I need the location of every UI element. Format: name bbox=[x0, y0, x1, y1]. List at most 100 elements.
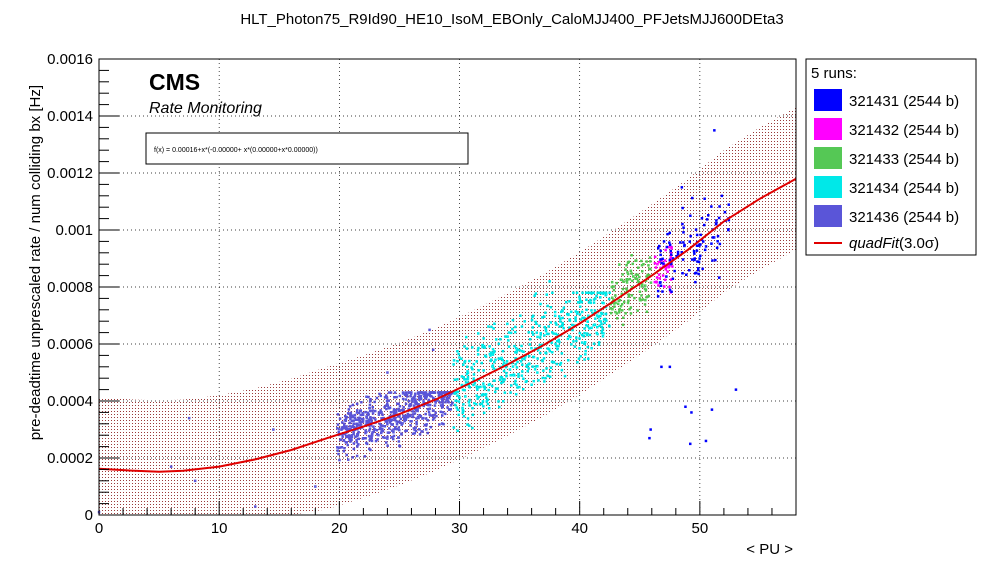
data-point bbox=[377, 413, 381, 416]
data-point bbox=[415, 420, 418, 424]
data-point bbox=[357, 431, 360, 434]
data-point bbox=[342, 425, 346, 428]
data-point bbox=[395, 395, 398, 399]
data-point bbox=[440, 422, 444, 425]
data-point bbox=[636, 273, 640, 277]
data-point bbox=[388, 421, 392, 424]
data-point bbox=[638, 297, 642, 300]
data-point bbox=[367, 395, 370, 399]
data-point bbox=[456, 429, 459, 432]
data-point bbox=[371, 409, 374, 412]
data-point bbox=[368, 434, 371, 438]
data-point bbox=[494, 387, 498, 390]
data-point bbox=[402, 405, 405, 409]
data-point bbox=[442, 397, 445, 401]
data-point bbox=[670, 253, 673, 256]
data-point bbox=[524, 380, 528, 384]
data-point bbox=[348, 438, 351, 441]
data-point bbox=[482, 411, 486, 415]
data-point bbox=[702, 240, 705, 243]
data-point bbox=[693, 258, 696, 262]
data-point bbox=[368, 406, 371, 410]
data-point bbox=[385, 399, 389, 403]
data-point bbox=[695, 233, 699, 237]
data-point bbox=[691, 196, 694, 200]
data-point bbox=[342, 432, 345, 436]
data-point bbox=[660, 259, 664, 262]
data-point bbox=[555, 323, 558, 326]
data-point bbox=[575, 312, 579, 315]
data-point bbox=[689, 234, 692, 238]
data-point bbox=[599, 314, 602, 318]
data-point bbox=[423, 391, 426, 394]
data-point bbox=[400, 432, 403, 435]
data-point bbox=[400, 423, 403, 426]
data-point bbox=[576, 361, 579, 364]
data-point bbox=[568, 318, 572, 321]
data-point bbox=[507, 331, 511, 334]
data-point bbox=[669, 256, 673, 259]
data-point bbox=[346, 412, 350, 415]
data-point bbox=[426, 431, 429, 435]
data-point bbox=[666, 270, 669, 273]
data-point bbox=[596, 332, 599, 336]
data-point bbox=[398, 445, 402, 448]
data-point bbox=[580, 341, 584, 344]
data-point bbox=[605, 319, 608, 322]
data-point bbox=[379, 423, 383, 427]
data-point bbox=[377, 411, 381, 414]
data-point bbox=[382, 416, 385, 420]
data-point bbox=[371, 406, 374, 409]
data-point bbox=[477, 369, 480, 372]
data-point bbox=[473, 402, 476, 405]
data-point bbox=[589, 301, 592, 305]
data-point bbox=[347, 408, 351, 411]
data-point bbox=[463, 378, 466, 381]
data-point bbox=[631, 279, 634, 283]
data-point bbox=[367, 418, 371, 421]
data-point bbox=[550, 341, 553, 344]
data-point bbox=[408, 399, 411, 403]
data-point bbox=[353, 426, 356, 429]
data-point bbox=[704, 245, 708, 248]
data-point bbox=[645, 275, 648, 278]
data-point bbox=[411, 432, 415, 435]
data-point bbox=[398, 394, 402, 398]
data-point bbox=[534, 292, 538, 295]
data-point bbox=[660, 365, 663, 369]
data-point bbox=[655, 281, 658, 284]
data-point bbox=[387, 391, 391, 394]
data-point bbox=[604, 312, 607, 316]
data-point bbox=[424, 396, 428, 400]
data-point bbox=[369, 424, 373, 427]
data-point bbox=[460, 375, 464, 378]
data-point bbox=[504, 365, 508, 369]
data-point bbox=[628, 308, 631, 311]
data-point bbox=[464, 395, 467, 398]
data-point bbox=[453, 378, 457, 381]
data-point bbox=[493, 379, 496, 382]
data-point bbox=[394, 416, 397, 420]
data-point bbox=[414, 426, 417, 429]
data-point bbox=[373, 400, 376, 404]
data-point bbox=[395, 411, 398, 414]
data-point bbox=[703, 197, 706, 200]
data-point bbox=[496, 387, 499, 390]
data-point bbox=[372, 416, 375, 420]
data-point bbox=[562, 326, 565, 330]
data-point bbox=[349, 416, 352, 419]
data-point bbox=[379, 394, 382, 398]
data-point bbox=[427, 398, 431, 402]
data-point bbox=[350, 435, 354, 439]
data-point bbox=[425, 394, 428, 397]
data-point bbox=[681, 272, 684, 275]
data-point bbox=[441, 399, 444, 402]
data-point bbox=[448, 394, 451, 398]
data-point bbox=[586, 320, 589, 323]
data-point bbox=[387, 431, 391, 434]
data-point bbox=[360, 401, 363, 404]
x-tick-label: 50 bbox=[692, 520, 709, 537]
data-point bbox=[626, 301, 630, 305]
data-point bbox=[349, 428, 353, 431]
